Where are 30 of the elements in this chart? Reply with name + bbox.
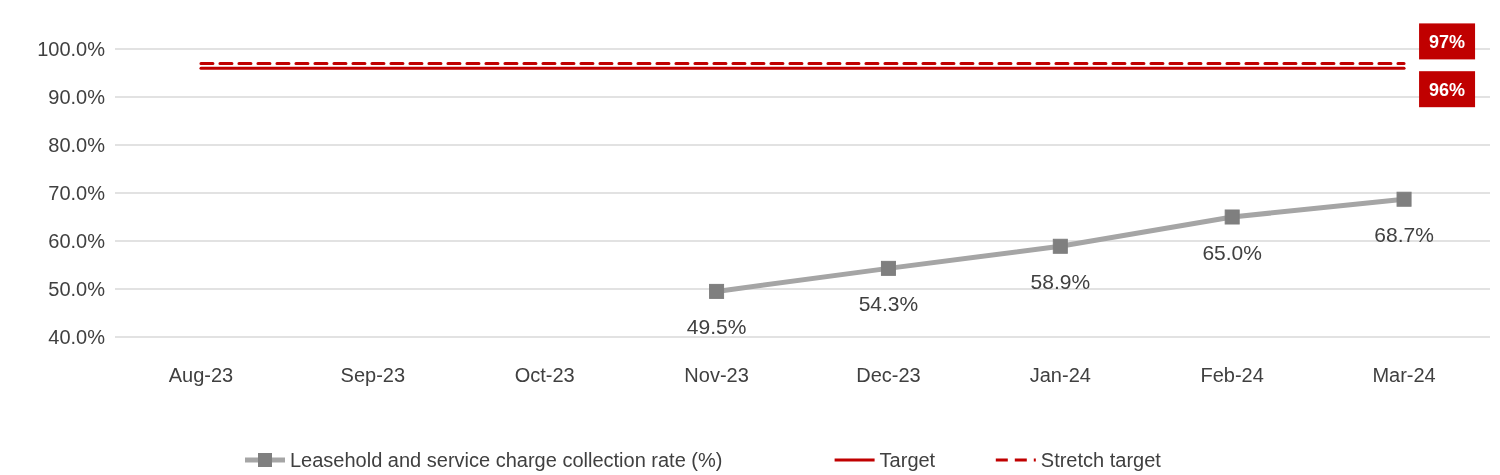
point [1224,209,1240,225]
data-label: 49.5% [686,315,747,339]
x-tick-label: Jan-24 [1029,364,1091,386]
y-tick-label: 50.0% [48,278,106,300]
y-tick-label: 100.0% [37,38,106,60]
data-label: 68.7% [1374,223,1434,247]
data-label: 96% [1429,80,1466,101]
y-tick-label: 90.0% [48,86,106,108]
legend-label: Target [879,449,936,471]
y-tick-label: 80.0% [48,134,106,156]
point [880,260,896,276]
x-tick-label: Aug-23 [168,364,234,386]
data-label: 54.3% [858,292,919,316]
data-label: 97% [1429,32,1466,53]
x-tick-label: Mar-24 [1372,364,1436,386]
point [1396,191,1412,207]
data-label: 65.0% [1202,241,1262,264]
x-tick-label: Nov-23 [684,364,749,386]
x-tick-label: Dec-23 [856,364,921,386]
point [1052,238,1068,254]
y-tick-label: 70.0% [48,182,106,204]
y-tick-label: 40.0% [48,326,106,348]
point [709,283,725,299]
y-tick-label: 60.0% [48,230,106,252]
x-tick-label: Sep-23 [340,364,406,386]
legend-label: Stretch target [1040,449,1162,471]
x-tick-label: Feb-24 [1200,364,1264,386]
data-label: 58.9% [1030,270,1091,294]
legend-label: Leasehold and service charge collection rate (%) [290,449,723,471]
x-tick-label: Oct-23 [514,364,575,386]
